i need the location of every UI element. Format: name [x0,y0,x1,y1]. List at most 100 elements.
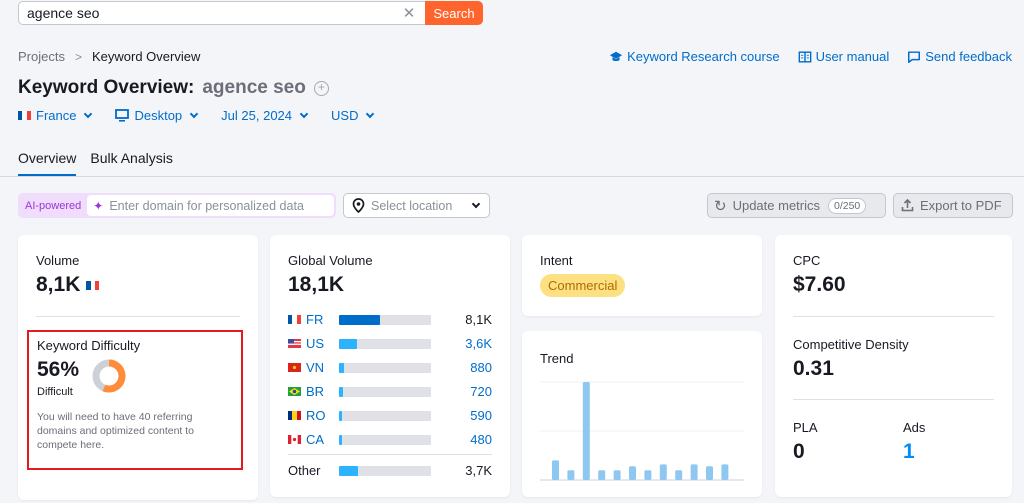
trend-bar[interactable] [644,470,652,480]
user-manual-link[interactable]: User manual [798,49,889,64]
volume-value: 8,1K [36,273,81,296]
location-placeholder: Select location [371,198,453,213]
canada-flag-icon [288,435,301,444]
close-icon[interactable]: ✕ [402,5,416,22]
intent-card: Intent Commercial [522,235,762,316]
search-input[interactable]: agence seo ✕ [18,1,425,25]
trend-bar[interactable] [582,382,590,480]
export-pdf-button[interactable]: Export to PDF [893,193,1013,218]
country-code: BR [306,384,325,399]
global-volume-value: 18,1K [288,273,345,296]
ads-label: Ads [903,420,926,435]
chevron-down-icon [299,109,309,119]
breadcrumb-separator: > [74,49,82,64]
currency-dropdown[interactable]: USD [331,108,375,123]
tabs: Overview Bulk Analysis [18,150,173,176]
graduation-cap-icon [609,51,623,61]
search-button[interactable]: Search [425,1,483,25]
global-volume-card: Global Volume 18,1K FR 8,1K US 3,6K VN 8… [270,235,510,497]
volume-bar [339,338,431,349]
country-row-ca[interactable]: CA 480 [288,432,492,447]
ai-domain-field: AI-powered ✦ Enter domain for personaliz… [18,193,336,218]
country-row-other: Other 3,7K [288,463,492,478]
country-row-us[interactable]: US 3,6K [288,336,492,351]
comment-icon [908,50,921,63]
trend-bar[interactable] [629,466,636,480]
trend-bar[interactable] [613,470,621,480]
country-row-fr[interactable]: FR 8,1K [288,312,492,327]
update-metrics-label: Update metrics [732,198,820,213]
country-dropdown[interactable]: France [18,108,93,123]
plus-circle-icon[interactable]: + [313,80,329,96]
trend-bar[interactable] [552,460,559,480]
vietnam-flag-icon [288,363,301,372]
kd-description: You will need to have 40 referring domai… [37,411,195,451]
upload-icon [901,199,914,212]
device-dropdown[interactable]: Desktop [115,108,199,123]
trend-bar[interactable] [690,464,698,480]
link-label: Keyword Research course [627,49,780,64]
kd-donut-chart [92,359,126,393]
country-volume: 3,6K [465,336,492,351]
book-icon [798,50,811,63]
country-code: US [306,336,325,351]
trend-bar[interactable] [598,470,606,480]
country-code: RO [306,408,326,423]
trend-bar[interactable] [659,464,667,480]
domain-input[interactable]: ✦ Enter domain for personalized data [87,195,334,216]
france-flag-icon [288,315,301,324]
divider [793,399,994,400]
trend-bar[interactable] [675,470,683,480]
kd-label: Keyword Difficulty [37,338,141,353]
volume-value-row: 8,1K [36,273,100,297]
trend-bar[interactable] [706,466,713,480]
country-volume: 720 [470,384,492,399]
page-title-prefix: Keyword Overview: [18,77,195,98]
country-row-ro[interactable]: RO 590 [288,408,492,423]
cpc-card: CPC $7.60 Competitive Density 0.31 PLA 0… [775,235,1012,497]
global-volume-label: Global Volume [288,253,373,268]
france-flag-icon [18,111,31,120]
link-label: Send feedback [925,49,1012,64]
divider [288,454,492,455]
chevron-down-icon [471,199,481,209]
country-row-vn[interactable]: VN 880 [288,360,492,375]
trend-bar[interactable] [721,464,729,480]
country-row-br[interactable]: BR 720 [288,384,492,399]
search-bar: agence seo ✕ Search [18,1,483,25]
us-flag-icon [288,339,301,348]
divider [793,316,994,317]
tab-bulk-analysis[interactable]: Bulk Analysis [90,150,173,166]
send-feedback-link[interactable]: Send feedback [907,49,1012,64]
search-input-value[interactable]: agence seo [27,5,100,21]
competitive-density-value: 0.31 [793,357,834,380]
breadcrumb-projects[interactable]: Projects [18,49,65,64]
trend-bar[interactable] [567,470,575,480]
device-label: Desktop [134,108,183,123]
brazil-flag-icon [288,387,301,396]
country-volume: 480 [470,432,492,447]
ads-value[interactable]: 1 [903,440,915,463]
update-metrics-button[interactable]: ↻ Update metrics 0/250 [707,193,886,218]
desktop-icon [115,109,130,122]
chevron-down-icon [189,109,199,119]
keyword-research-course-link[interactable]: Keyword Research course [609,49,780,64]
intent-badge: Commercial [540,274,626,297]
date-dropdown[interactable]: Jul 25, 2024 [221,108,309,123]
other-label: Other [288,463,321,478]
country-code: FR [306,312,324,327]
cpc-value: $7.60 [793,273,846,296]
date-label: Jul 25, 2024 [221,108,293,123]
france-flag-icon [86,280,100,290]
ai-powered-label: AI-powered [25,199,82,212]
competitive-density-label: Competitive Density [793,337,909,352]
other-volume: 3,7K [465,463,492,478]
trend-bar-chart [540,381,744,481]
tab-overview[interactable]: Overview [18,150,77,176]
header-links: Keyword Research course User manual Send… [609,49,1012,64]
keyword-difficulty-section: Keyword Difficulty 56% Difficult You wil… [27,330,243,470]
domain-input-placeholder: Enter domain for personalized data [109,198,304,213]
intent-label: Intent [540,253,573,268]
location-select[interactable]: Select location [343,193,490,218]
country-volume: 880 [470,360,492,375]
